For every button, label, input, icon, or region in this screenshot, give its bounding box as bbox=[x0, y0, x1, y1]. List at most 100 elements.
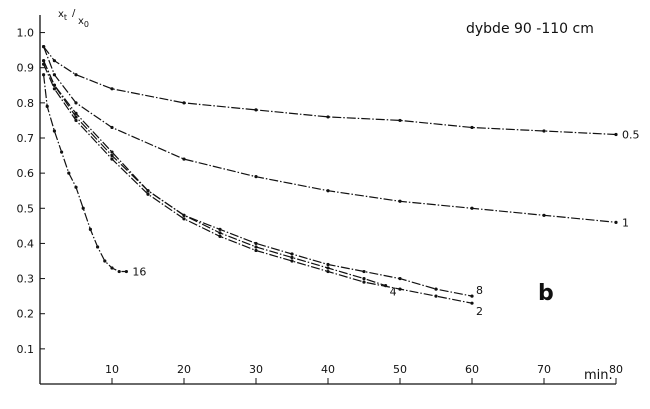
x-tick-label: 70 bbox=[537, 363, 551, 376]
series-2-point bbox=[326, 269, 330, 274]
series-8-point bbox=[290, 252, 294, 256]
series-16-label: 16 bbox=[132, 266, 146, 279]
series-8-point bbox=[254, 241, 258, 246]
series-1-label: 1 bbox=[622, 216, 629, 229]
series-1-point bbox=[52, 73, 57, 77]
series-8-point bbox=[52, 83, 57, 87]
series-8-point bbox=[146, 189, 150, 193]
y-tick-label: 0.8 bbox=[17, 97, 35, 110]
axes bbox=[39, 15, 616, 385]
x-tick-label: 20 bbox=[177, 363, 191, 376]
series-0-5-point bbox=[326, 115, 330, 119]
y-ticks: 0.1 0.2 0.3 0.4 0.5 0.6 0.7 0.8 0.9 1.0 bbox=[17, 27, 45, 356]
series-0-5-line bbox=[43, 46, 617, 136]
series-8-point bbox=[74, 111, 78, 115]
series-2-point bbox=[74, 118, 78, 123]
series-8-line bbox=[43, 60, 473, 297]
y-axis-label-denominator: x0 bbox=[78, 16, 89, 29]
series-1-point bbox=[470, 206, 474, 210]
series-2-point bbox=[110, 157, 114, 161]
series-16-point bbox=[124, 269, 128, 274]
series-1-point bbox=[326, 189, 330, 193]
series-2-point bbox=[290, 259, 294, 263]
series-4-point bbox=[290, 255, 294, 260]
x-tick-label: 60 bbox=[465, 363, 479, 376]
series-2-point bbox=[182, 217, 186, 221]
series-8-point bbox=[182, 213, 186, 217]
series-2-point bbox=[434, 294, 438, 298]
series-1-point bbox=[542, 213, 546, 217]
series-4-point bbox=[218, 231, 222, 235]
series-16-point bbox=[96, 245, 100, 249]
series-2-point bbox=[146, 192, 150, 196]
series-1-point bbox=[182, 157, 186, 161]
series-0-5-point bbox=[398, 118, 402, 123]
series-2-point bbox=[470, 301, 474, 305]
series-0-5-point bbox=[182, 101, 186, 105]
y-tick-label: 0.9 bbox=[17, 62, 35, 75]
series-16-point bbox=[81, 206, 85, 210]
series-4-point bbox=[254, 245, 258, 249]
series-1-line bbox=[43, 46, 617, 223]
series-4-point bbox=[110, 153, 114, 158]
series-4-point bbox=[74, 115, 78, 119]
series-8-point bbox=[326, 262, 330, 267]
x-tick-label: 30 bbox=[249, 363, 263, 376]
series-16-point bbox=[110, 266, 114, 270]
x-tick-label: 40 bbox=[321, 363, 335, 376]
series-0-5-point bbox=[470, 125, 474, 130]
series-2-point bbox=[52, 87, 57, 91]
series-16-point bbox=[88, 227, 92, 231]
series-4-label: 4 bbox=[390, 286, 397, 299]
series-0-5-point bbox=[110, 87, 114, 91]
series-4-point bbox=[384, 284, 388, 288]
series-1-point bbox=[74, 101, 78, 105]
series-4-line bbox=[43, 60, 386, 287]
series-8-point bbox=[470, 294, 474, 298]
series-2-line bbox=[43, 63, 473, 304]
series-labels: 0.5 1 2 4 8 16 bbox=[132, 128, 639, 318]
series-2-label: 2 bbox=[476, 305, 483, 318]
y-axis-label: xt / x0 bbox=[58, 8, 89, 29]
series-16-point bbox=[52, 129, 57, 133]
series-0-5-point bbox=[542, 129, 546, 133]
series-16-point bbox=[117, 269, 121, 274]
series-16-point bbox=[60, 150, 64, 154]
series-2-point bbox=[218, 234, 222, 238]
series-16-point bbox=[74, 185, 78, 189]
series-4-point bbox=[326, 266, 330, 270]
series-2-point bbox=[254, 248, 258, 253]
y-tick-label: 1.0 bbox=[17, 27, 35, 40]
chart-title: dybde 90 -110 cm bbox=[466, 21, 594, 37]
series-1-point bbox=[42, 45, 46, 49]
series-8-point bbox=[218, 227, 222, 231]
y-axis-label-slash: / bbox=[72, 8, 76, 19]
series-0-5-point bbox=[254, 108, 258, 112]
series-16-point bbox=[67, 171, 71, 175]
series-8-point bbox=[398, 276, 402, 281]
series-16-point bbox=[42, 73, 46, 77]
series-group bbox=[42, 45, 618, 305]
y-tick-label: 0.2 bbox=[17, 308, 35, 321]
series-0-5-point bbox=[614, 132, 618, 137]
series-0-5-label: 0.5 bbox=[622, 128, 640, 141]
series-16-line bbox=[43, 74, 127, 273]
y-tick-label: 0.3 bbox=[17, 273, 35, 286]
x-axis-label: min. bbox=[584, 368, 613, 383]
panel-label: b bbox=[538, 281, 554, 306]
y-axis-label-numerator: xt bbox=[58, 9, 67, 22]
series-1-point bbox=[614, 220, 618, 224]
series-8-point bbox=[42, 59, 46, 63]
series-2-point bbox=[398, 287, 402, 291]
y-tick-label: 0.5 bbox=[17, 202, 35, 215]
y-tick-label: 0.7 bbox=[17, 132, 35, 145]
series-8-label: 8 bbox=[476, 284, 483, 297]
series-1-point bbox=[254, 175, 258, 179]
y-tick-label: 0.6 bbox=[17, 167, 35, 180]
series-1-point bbox=[398, 199, 402, 203]
series-16-point bbox=[45, 104, 49, 108]
series-0-5-point bbox=[74, 73, 78, 77]
x-tick-label: 80 bbox=[609, 363, 623, 376]
series-1-point bbox=[110, 125, 114, 130]
